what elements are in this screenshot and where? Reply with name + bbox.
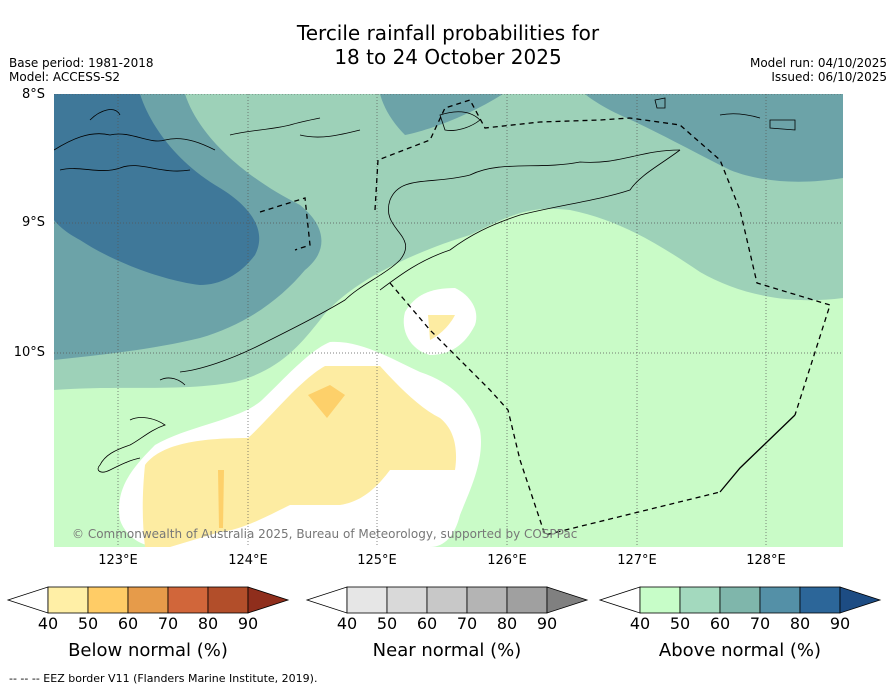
colorbar-below-segment xyxy=(167,586,209,614)
colorbar-above-extend-high xyxy=(839,586,882,614)
eez-legend-note: -- -- -- EEZ border V11 (Flanders Marine… xyxy=(9,672,318,685)
colorbar-near-tick-label: 70 xyxy=(456,614,478,633)
colorbars xyxy=(6,586,882,614)
map-title-line2: 18 to 24 October 2025 xyxy=(334,45,562,69)
colorbar-below-tick-label: 60 xyxy=(117,614,139,633)
colorbar-above-segment xyxy=(799,586,841,614)
map-fill-layers xyxy=(54,94,843,547)
colorbar-near-tick-label: 40 xyxy=(336,614,358,633)
zone-below-40-50-small xyxy=(428,315,455,340)
coastlines xyxy=(54,97,796,473)
base-period: Base period: 1981-2018 xyxy=(9,56,154,70)
map-title-line1: Tercile rainfall probabilities for xyxy=(296,21,600,45)
colorbar-below-segment xyxy=(47,586,89,614)
colorbar-above-tick-label: 50 xyxy=(669,614,691,633)
issued-date: Issued: 06/10/2025 xyxy=(771,70,887,84)
meta-right: Model run: 04/10/2025 Issued: 06/10/2025 xyxy=(750,56,887,84)
colorbar-above-segment xyxy=(719,586,761,614)
colorbar-near-segment xyxy=(386,586,428,614)
colorbar-below-tick-label: 90 xyxy=(237,614,259,633)
coastline-timor xyxy=(179,149,681,373)
colorbar-near-segment xyxy=(426,586,468,614)
meta-left: Base period: 1981-2018 Model: ACCESS-S2 xyxy=(9,56,154,84)
colorbar-below-tick-label: 70 xyxy=(157,614,179,633)
eez-border xyxy=(259,99,831,536)
coastline-sw-islands xyxy=(97,377,186,473)
colorbar-above-extend-low xyxy=(598,586,641,614)
colorbar-near-tick-label: 90 xyxy=(536,614,558,633)
colorbar-above-segment xyxy=(759,586,801,614)
colorbar-below-title: Below normal (%) xyxy=(68,640,228,661)
colorbar-above-segment xyxy=(639,586,681,614)
colorbar-near-segment xyxy=(506,586,548,614)
coastline-alor xyxy=(229,117,361,138)
colorbar-above xyxy=(598,586,882,614)
colorbar-near-extend-low xyxy=(305,586,348,614)
colorbar-above-tick-label: 90 xyxy=(829,614,851,633)
colorbar-near-segment xyxy=(466,586,508,614)
zone-below-50-60-strip xyxy=(218,470,224,528)
coastline-east-islands xyxy=(654,97,796,131)
colorbar-below-extend-low xyxy=(6,586,49,614)
colorbar-below-extend-high xyxy=(247,586,290,614)
lat-label-9s: 9°S xyxy=(21,215,45,230)
colorbar-above-title: Above normal (%) xyxy=(658,640,822,661)
lon-label-125e: 125°E xyxy=(357,553,397,568)
colorbar-near-extend-high xyxy=(546,586,589,614)
colorbar-below-tick-label: 80 xyxy=(197,614,219,633)
colorbar-near xyxy=(305,586,589,614)
model-name: Model: ACCESS-S2 xyxy=(9,70,121,84)
colorbar-near-segment xyxy=(346,586,388,614)
lat-label-10s: 10°S xyxy=(13,345,45,360)
zone-below-50-60 xyxy=(308,385,345,418)
colorbar-near-tick-label: 80 xyxy=(496,614,518,633)
colorbar-below-tick-label: 50 xyxy=(77,614,99,633)
eez-border-solid xyxy=(719,414,796,493)
colorbar-near-tick-label: 50 xyxy=(376,614,398,633)
lon-label-123e: 123°E xyxy=(98,553,138,568)
colorbar-near-title: Near normal (%) xyxy=(372,640,522,661)
colorbar-below-tick-label: 40 xyxy=(37,614,59,633)
lon-label-124e: 124°E xyxy=(228,553,268,568)
lon-label-127e: 127°E xyxy=(617,553,657,568)
lat-label-8s: 8°S xyxy=(21,87,45,102)
colorbar-above-tick-label: 80 xyxy=(789,614,811,633)
colorbar-above-segment xyxy=(679,586,721,614)
zone-above-70-80 xyxy=(54,94,260,285)
colorbar-above-tick-label: 40 xyxy=(629,614,651,633)
lon-label-128e: 128°E xyxy=(746,553,786,568)
colorbar-below-segment xyxy=(207,586,249,614)
coastline-islands-west xyxy=(54,109,216,172)
colorbar-above-tick-label: 60 xyxy=(709,614,731,633)
model-run: Model run: 04/10/2025 xyxy=(749,56,887,70)
colorbar-below xyxy=(6,586,290,614)
colorbar-near-tick-label: 60 xyxy=(416,614,438,633)
copyright-notice: © Commonwealth of Australia 2025, Bureau… xyxy=(72,527,578,541)
zone-above-60-70-east xyxy=(585,94,843,182)
lon-label-126e: 126°E xyxy=(487,553,527,568)
coastline-timor-south xyxy=(379,149,681,291)
colorbar-above-tick-label: 70 xyxy=(749,614,771,633)
colorbar-below-segment xyxy=(127,586,169,614)
colorbar-below-segment xyxy=(87,586,129,614)
